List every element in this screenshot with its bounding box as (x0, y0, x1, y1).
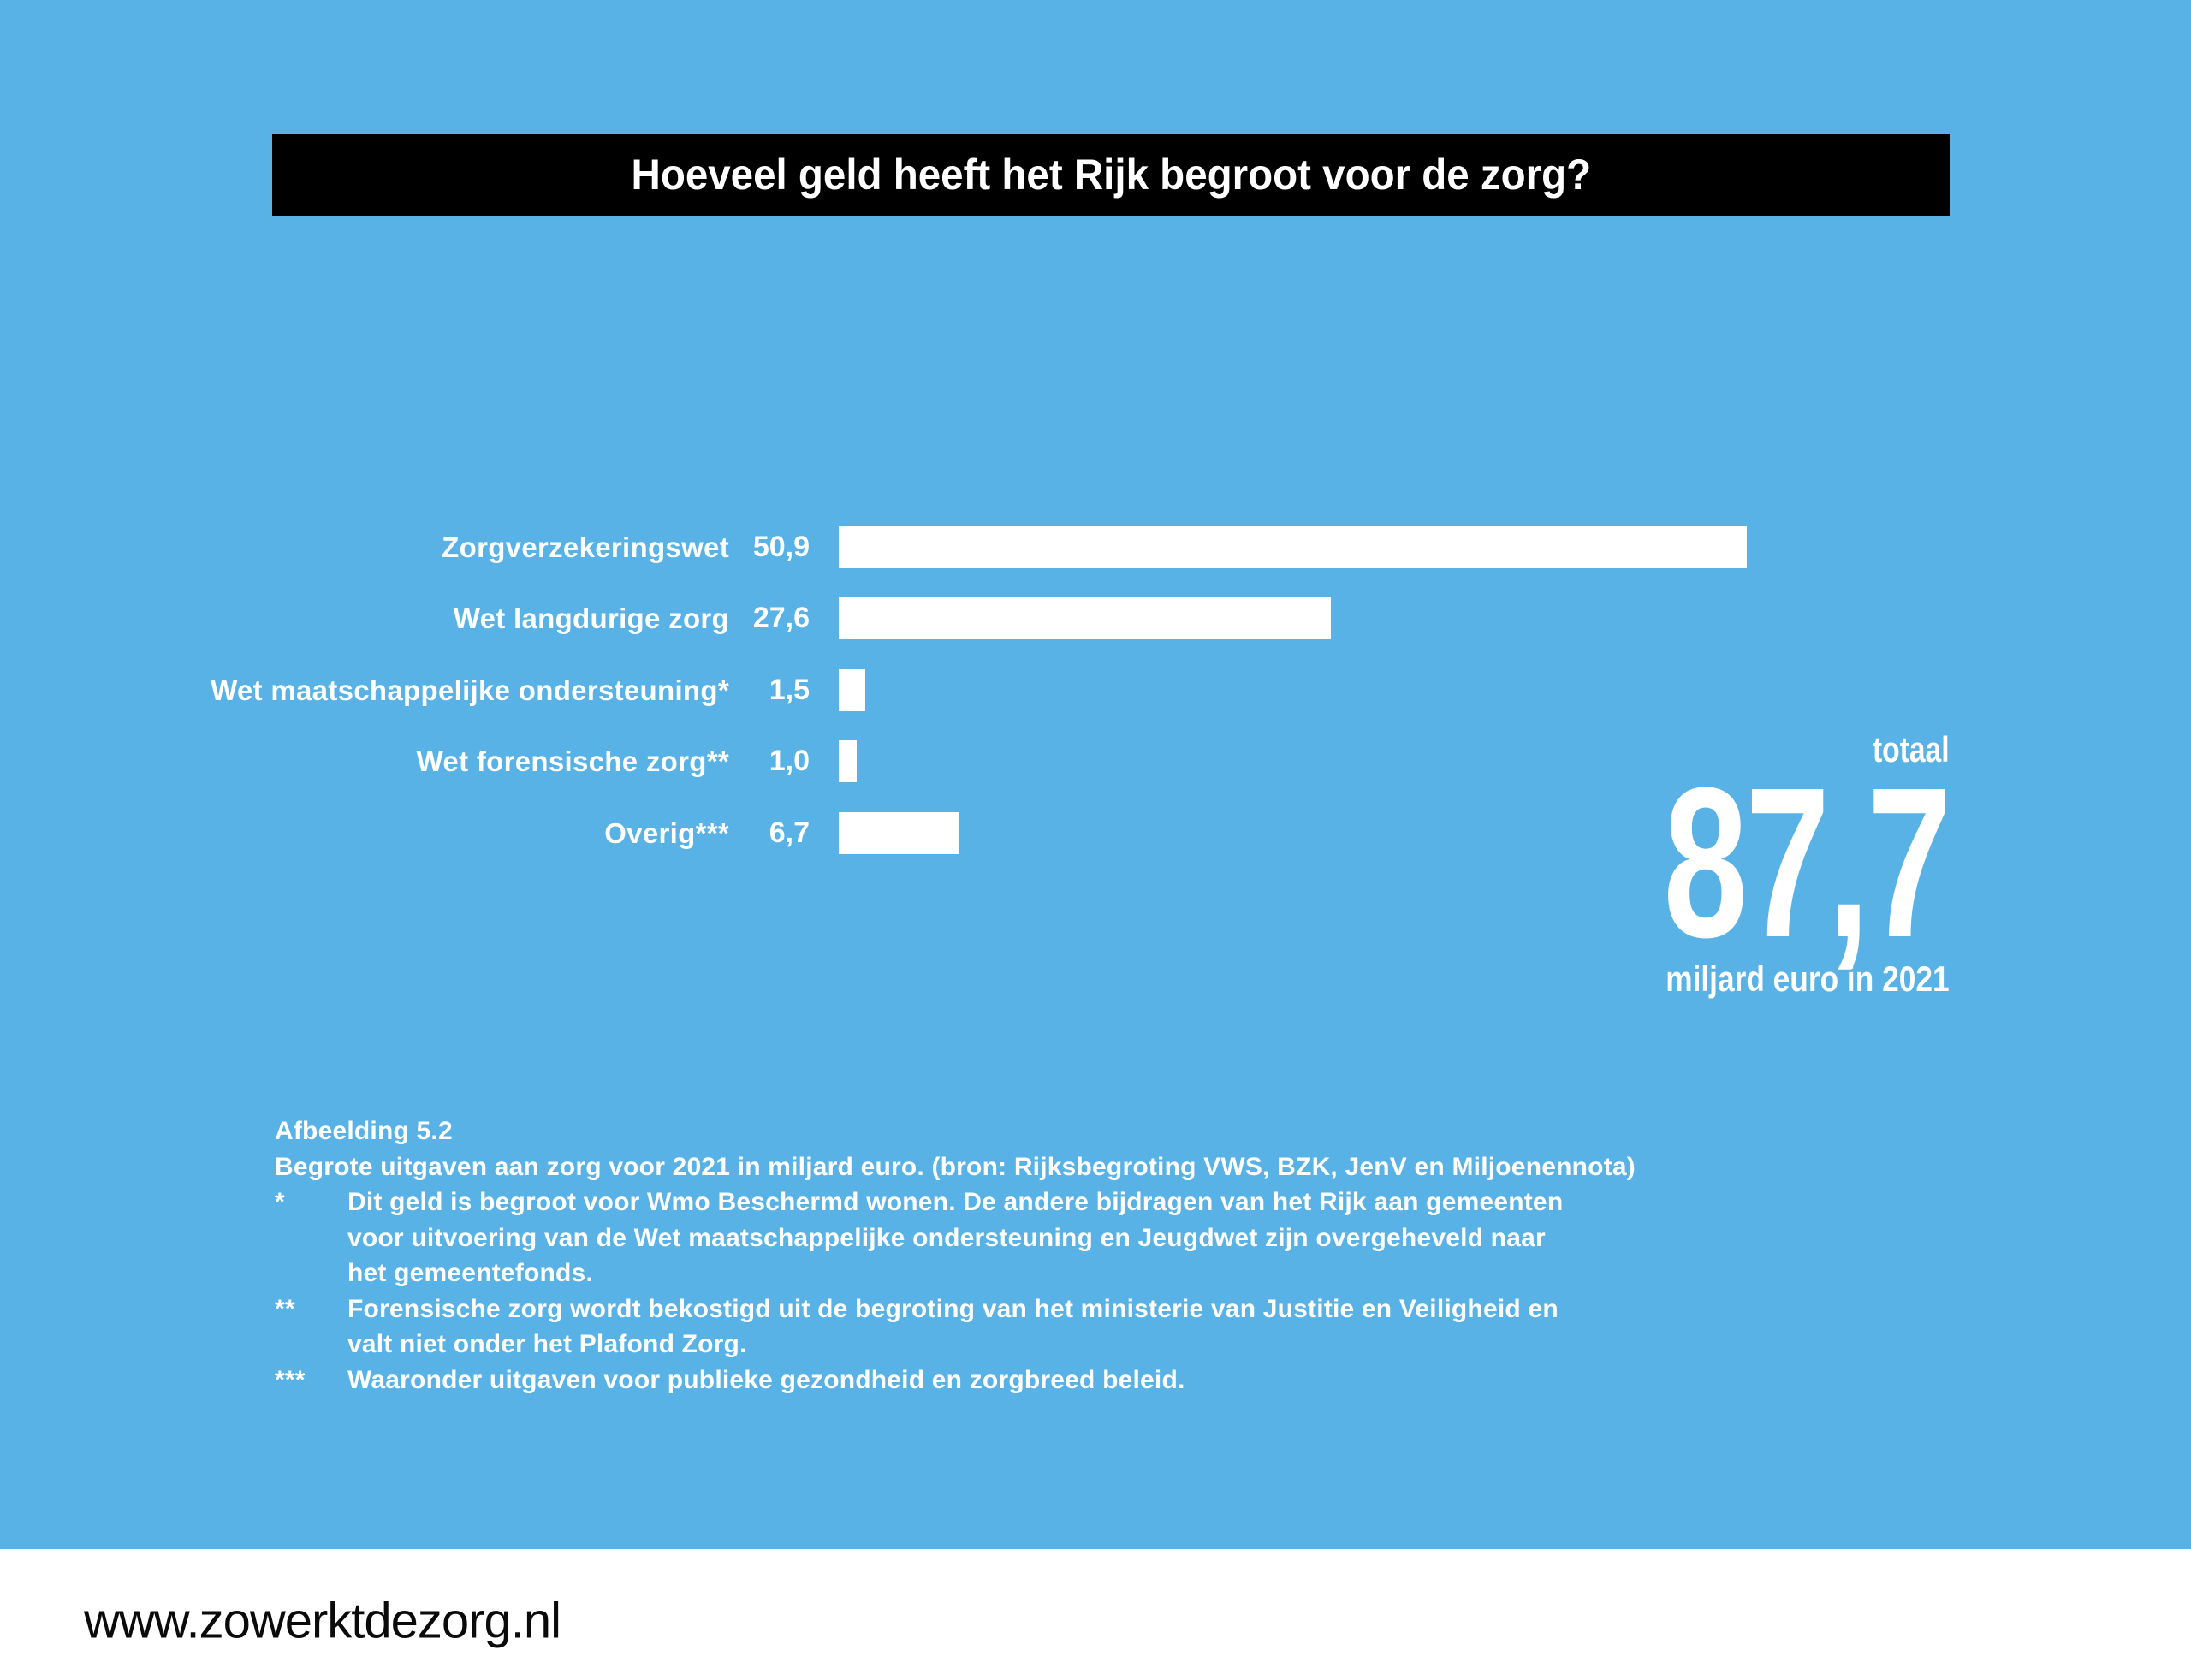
bar-row: Wet forensische zorg** 1,0 (0, 740, 2191, 782)
total-label: totaal (1873, 729, 1950, 769)
value-label: 1,0 (769, 745, 810, 777)
category-label: Wet forensische zorg** (416, 745, 729, 777)
category-label: Zorgverzekeringswet (442, 531, 729, 563)
footnote-line: het gemeentefonds. (275, 1256, 1636, 1291)
bar (839, 812, 959, 854)
footnote-line: ** Forensische zorg wordt bekostigd uit … (275, 1291, 1636, 1327)
value-label: 50,9 (752, 531, 810, 563)
value-label: 6,7 (769, 816, 810, 849)
figure-caption: Begrote uitgaven aan zorg voor 2021 in m… (275, 1149, 1636, 1185)
footnote-marker (275, 1327, 347, 1362)
footnote-marker: ** (275, 1294, 295, 1323)
bar (839, 597, 1331, 639)
category-label: Wet maatschappelijke ondersteuning* (211, 674, 729, 706)
category-label: Wet langdurige zorg (453, 602, 729, 634)
note-text: voor uitvoering van de Wet maatschappeli… (347, 1223, 1546, 1252)
footnote-marker (275, 1256, 347, 1291)
value-label: 27,6 (752, 602, 810, 634)
footnotes: Afbeelding 5.2 Begrote uitgaven aan zorg… (275, 1113, 1636, 1398)
website-url: www.zowerktdezorg.nl (84, 1593, 561, 1649)
note-text: Waaronder uitgaven voor publieke gezondh… (347, 1365, 1185, 1394)
footer: www.zowerktdezorg.nl ZO WERKT 2 DE ZORG … (0, 1549, 2191, 1680)
bar-row: Zorgverzekeringswet 50,9 (0, 526, 2191, 568)
bar (839, 526, 1747, 568)
note-text: Afbeelding 5.2 (275, 1117, 453, 1145)
total-value: 87,7 (1663, 743, 1952, 982)
bar (839, 740, 857, 782)
note-text: Begrote uitgaven aan zorg voor 2021 in m… (275, 1152, 1636, 1181)
bar (839, 669, 865, 711)
footnote-line: valt niet onder het Plafond Zorg. (275, 1327, 1636, 1362)
value-label: 1,5 (769, 674, 810, 706)
total-block: totaal 87,7 miljard euro in 2021 (1547, 729, 1952, 1000)
note-text: het gemeentefonds. (347, 1259, 593, 1287)
bar-row: Wet maatschappelijke ondersteuning* 1,5 (0, 669, 2191, 711)
bar-row: Wet langdurige zorg 27,6 (0, 597, 2191, 639)
bar-chart: Zorgverzekeringswet 50,9 Wet langdurige … (0, 526, 2191, 886)
footnote-line: * Dit geld is begroot voor Wmo Beschermd… (275, 1184, 1636, 1220)
note-text: Dit geld is begroot voor Wmo Beschermd w… (347, 1188, 1564, 1216)
footnote-line: voor uitvoering van de Wet maatschappeli… (275, 1220, 1636, 1256)
footnote-marker: * (275, 1188, 285, 1216)
category-label: Overig*** (604, 816, 729, 849)
bar-row: Overig*** 6,7 (0, 812, 2191, 854)
note-text: valt niet onder het Plafond Zorg. (347, 1330, 747, 1358)
total-caption: miljard euro in 2021 (1666, 959, 1950, 999)
footnote-marker: *** (275, 1365, 306, 1394)
page-title: Hoeveel geld heeft het Rijk begroot voor… (631, 151, 1591, 199)
figure-number: Afbeelding 5.2 (275, 1113, 1636, 1149)
footnote-line: *** Waaronder uitgaven voor publieke gez… (275, 1362, 1636, 1398)
footnote-marker (275, 1220, 347, 1256)
title-bar: Hoeveel geld heeft het Rijk begroot voor… (272, 134, 1950, 216)
note-text: Forensische zorg wordt bekostigd uit de … (347, 1294, 1559, 1323)
